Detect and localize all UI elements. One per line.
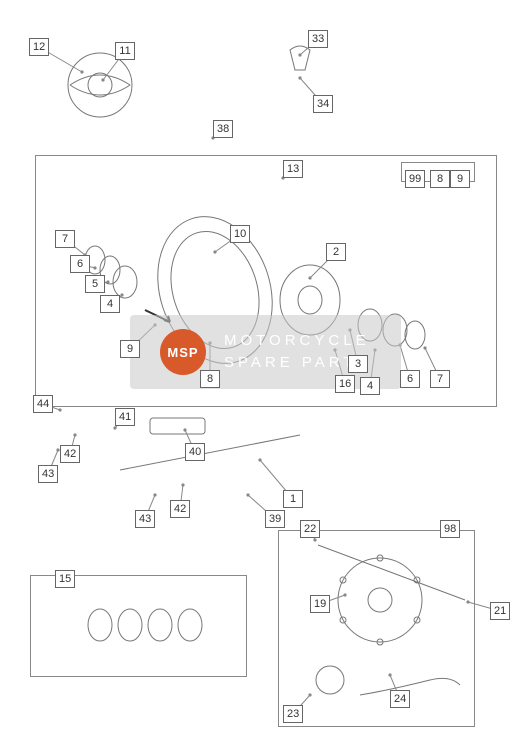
callout-10: 10 xyxy=(230,225,250,243)
callout-98: 98 xyxy=(440,520,460,538)
watermark-line1: MOTORCYCLE xyxy=(224,330,371,353)
callout-42: 42 xyxy=(60,445,80,463)
callout-15: 15 xyxy=(55,570,75,588)
callout-3: 3 xyxy=(348,355,368,373)
callout-39: 39 xyxy=(265,510,285,528)
callout-40: 40 xyxy=(185,443,205,461)
callout-44: 44 xyxy=(33,395,53,413)
callout-24: 24 xyxy=(390,690,410,708)
diagram-stage: { "diagram": { "title": "MOTORCYCLE SPAR… xyxy=(0,0,529,752)
callout-12: 12 xyxy=(29,38,49,56)
callout-7: 7 xyxy=(430,370,450,388)
callout-5: 5 xyxy=(85,275,105,293)
watermark-logo: MSP xyxy=(160,329,206,375)
callout-1: 1 xyxy=(283,490,303,508)
callout-23: 23 xyxy=(283,705,303,723)
callout-6: 6 xyxy=(70,255,90,273)
callout-4: 4 xyxy=(360,377,380,395)
callout-19: 19 xyxy=(310,595,330,613)
callout-13: 13 xyxy=(283,160,303,178)
callout-6: 6 xyxy=(400,370,420,388)
callout-38: 38 xyxy=(213,120,233,138)
callout-9: 9 xyxy=(120,340,140,358)
callout-8: 8 xyxy=(430,170,450,188)
callout-99: 99 xyxy=(405,170,425,188)
callout-21: 21 xyxy=(490,602,510,620)
callout-9: 9 xyxy=(450,170,470,188)
callout-22: 22 xyxy=(300,520,320,538)
callout-7: 7 xyxy=(55,230,75,248)
callout-11: 11 xyxy=(115,42,135,60)
callout-33: 33 xyxy=(308,30,328,48)
callout-42: 42 xyxy=(170,500,190,518)
callout-4: 4 xyxy=(100,295,120,313)
callout-2: 2 xyxy=(326,243,346,261)
callout-43: 43 xyxy=(135,510,155,528)
callout-41: 41 xyxy=(115,408,135,426)
callout-16: 16 xyxy=(335,375,355,393)
callout-8: 8 xyxy=(200,370,220,388)
callout-34: 34 xyxy=(313,95,333,113)
callout-43: 43 xyxy=(38,465,58,483)
